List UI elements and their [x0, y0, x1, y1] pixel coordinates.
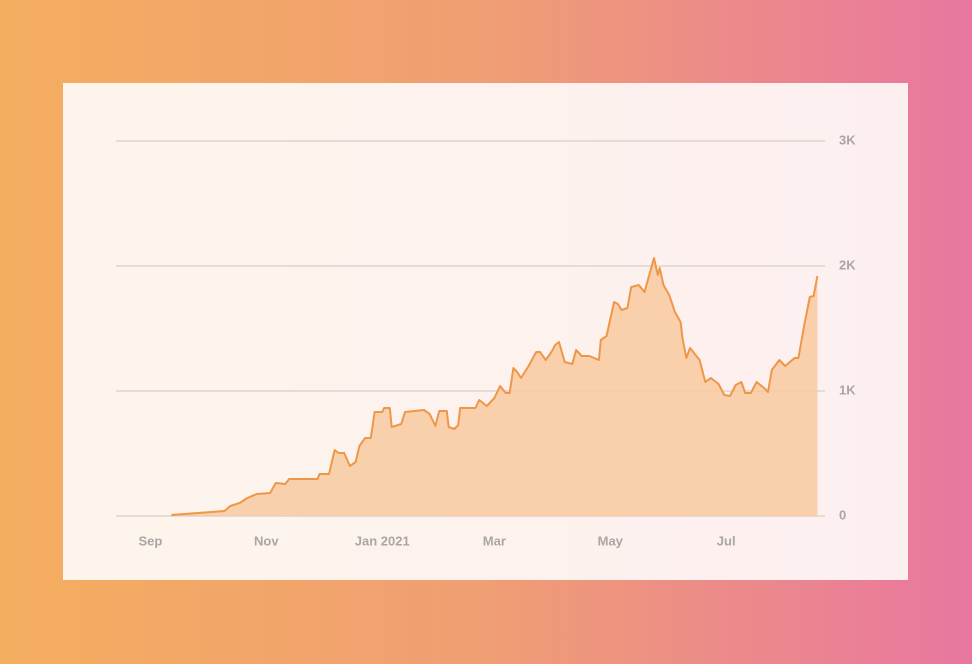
- y-tick-label: 0: [839, 507, 846, 522]
- x-tick-label: Jan 2021: [355, 533, 410, 548]
- x-tick-label: Nov: [254, 533, 279, 548]
- x-tick-label: Jul: [717, 533, 736, 548]
- y-tick-label: 1K: [839, 382, 856, 397]
- x-tick-label: May: [598, 533, 624, 548]
- x-tick-label: Sep: [138, 533, 162, 548]
- x-tick-label: Mar: [483, 533, 506, 548]
- area: [171, 258, 818, 516]
- line: [171, 257, 819, 516]
- y-tick-label: 2K: [839, 257, 856, 272]
- y-tick-label: 3K: [839, 132, 856, 147]
